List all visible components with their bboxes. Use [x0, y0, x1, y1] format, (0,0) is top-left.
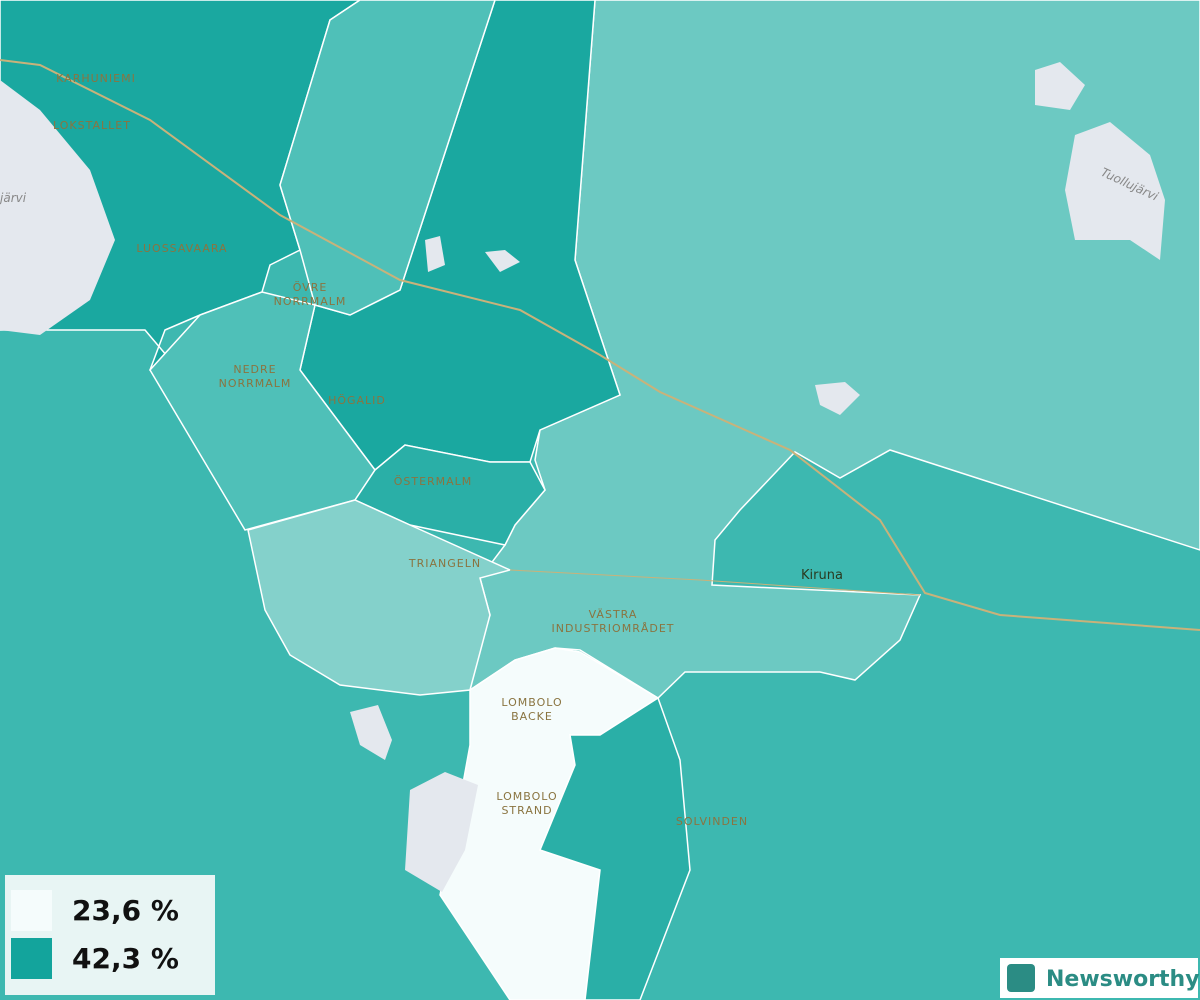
legend-swatch — [11, 890, 52, 931]
place-label: LOMBOLO — [501, 696, 562, 709]
lake — [815, 382, 860, 415]
place-label: NEDRE — [233, 363, 276, 376]
lake — [350, 705, 392, 760]
lake — [1035, 62, 1085, 110]
legend-swatch — [11, 938, 52, 979]
legend: 23,6 % 42,3 % — [5, 875, 215, 995]
place-label: NORRMALM — [274, 295, 347, 308]
region — [459, 0, 1200, 699]
brand-name: Newsworthy — [1046, 967, 1200, 992]
place-label: TRIANGELN — [408, 557, 481, 570]
lake — [0, 80, 115, 335]
place-label: SOLVINDEN — [676, 815, 748, 828]
place-label: NORRMALM — [219, 377, 292, 390]
roads — [0, 59, 1200, 631]
place-label: STRAND — [501, 804, 552, 817]
place-label: LOKSTALLET — [53, 119, 131, 132]
place-label: LOMBOLO — [496, 790, 557, 803]
lake — [405, 772, 478, 892]
lake — [425, 236, 445, 272]
place-label: VÄSTRA — [589, 608, 638, 621]
legend-label: 23,6 % — [72, 894, 179, 927]
region — [539, 696, 691, 1000]
road — [509, 569, 921, 596]
place-label: HÖGALID — [328, 394, 386, 407]
lake-label: järvi — [0, 191, 27, 205]
place-label: BACKE — [511, 710, 553, 723]
region — [247, 499, 513, 696]
town-label: Kiruna — [801, 568, 843, 583]
place-label: ÖVRE — [293, 281, 328, 294]
brand-badge: Newsworthy — [1000, 958, 1200, 998]
badge-icon — [1007, 964, 1035, 992]
lakes — [0, 62, 1165, 892]
lake — [485, 250, 520, 272]
lake — [1065, 122, 1165, 260]
legend-label: 42,3 % — [72, 942, 179, 975]
place-label: ÖSTERMALM — [394, 475, 473, 488]
place-label: INDUSTRIOMRÅDET — [551, 622, 674, 635]
place-label: LUOSSAVAARA — [136, 242, 227, 255]
road — [0, 59, 1200, 631]
place-label: KARHUNIEMI — [56, 72, 136, 85]
